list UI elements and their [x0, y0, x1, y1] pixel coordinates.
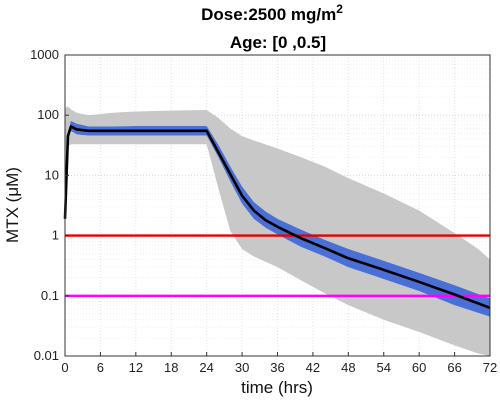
x-tick-label-0: 0	[61, 360, 68, 375]
x-tick-label-10: 60	[412, 360, 426, 375]
chart-title-line1: Dose:2500 mg/m2	[201, 2, 343, 24]
title-superscript: 2	[336, 2, 343, 16]
y-tick-label-4: 100	[37, 107, 59, 122]
x-tick-label-1: 6	[97, 360, 104, 375]
y-axis-label: MTX (μM)	[3, 167, 22, 243]
x-tick-label-12: 72	[483, 360, 497, 375]
x-tick-label-6: 36	[270, 360, 284, 375]
y-axis-ticks: 0.01 0.1 1 10 100 1000	[30, 47, 69, 363]
x-tick-label-2: 12	[129, 360, 143, 375]
chart-title-line2: Age: [0 ,0.5]	[230, 33, 326, 52]
x-tick-label-3: 18	[164, 360, 178, 375]
inner-band-area	[65, 121, 490, 317]
x-axis-label: time (hrs)	[241, 378, 313, 397]
median-line	[63, 125, 491, 310]
x-axis-ticks: 0 6 12 18 24 30 36 42 48 54 60 66 72	[61, 352, 497, 375]
x-tick-label-4: 24	[199, 360, 213, 375]
reference-lines	[65, 234, 490, 297]
y-tick-label-2: 1	[52, 228, 59, 243]
x-tick-label-11: 66	[447, 360, 461, 375]
x-tick-label-8: 48	[341, 360, 355, 375]
x-tick-label-5: 30	[235, 360, 249, 375]
y-tick-label-1: 0.1	[41, 288, 59, 303]
x-tick-label-7: 42	[306, 360, 320, 375]
bands	[65, 106, 490, 357]
x-tick-label-9: 54	[377, 360, 391, 375]
y-tick-label-5: 1000	[30, 47, 59, 62]
median-lines	[63, 125, 491, 310]
y-tick-label-3: 10	[45, 167, 59, 182]
y-tick-label-0: 0.01	[34, 348, 59, 363]
plot-area	[63, 54, 491, 357]
title-dose-text: Dose:2500 mg/m	[201, 5, 336, 24]
